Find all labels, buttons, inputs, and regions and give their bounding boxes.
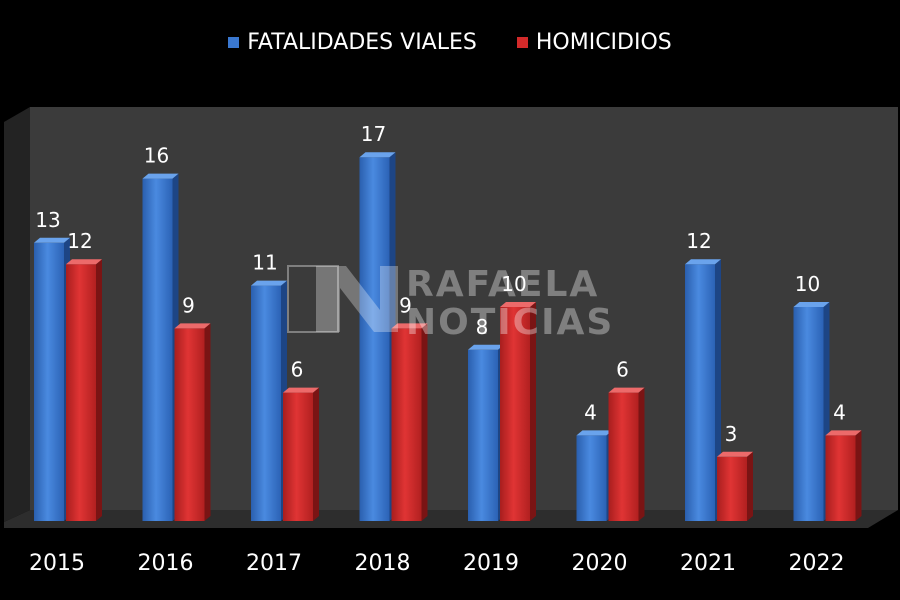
bar-top-fatalidades-2021	[685, 259, 721, 265]
data-label-homicidios-2021: 3	[725, 422, 738, 446]
bar-fatalidades-2019	[468, 349, 498, 521]
bar-top-homicidios-2019	[500, 302, 536, 307]
bar-homicidios-2015	[66, 264, 96, 521]
data-label-homicidios-2019: 10	[501, 272, 526, 296]
data-label-fatalidades-2015: 13	[35, 208, 60, 232]
bar-fatalidades-2022	[793, 307, 824, 521]
x-tick-2018: 2018	[355, 551, 411, 576]
bar-homicidios-2021	[717, 456, 747, 521]
bar-side-homicidios-2016	[204, 323, 211, 521]
bar-top-fatalidades-2022	[793, 302, 830, 307]
chart-side-wall	[4, 107, 30, 522]
x-axis-ticks: 2015 2016 2017 2018 2019 2020 2021 2022	[29, 551, 845, 576]
bar-fatalidades-2016	[142, 178, 173, 521]
data-label-fatalidades-2020: 4	[584, 400, 597, 424]
bar-top-homicidios-2017	[283, 387, 319, 393]
bar-side-homicidios-2015	[96, 259, 102, 521]
bar-top-fatalidades-2019	[468, 344, 504, 350]
watermark-line2: NOTICIAS	[406, 302, 614, 343]
bar-fatalidades-2017	[251, 285, 281, 521]
data-label-fatalidades-2016: 16	[144, 144, 169, 168]
bar-homicidios-2019	[500, 307, 530, 521]
x-tick-2020: 2020	[572, 551, 628, 576]
x-tick-2017: 2017	[246, 551, 302, 576]
bar-side-homicidios-2020	[638, 387, 645, 521]
data-label-homicidios-2016: 9	[182, 293, 195, 317]
data-label-homicidios-2015: 12	[67, 229, 92, 253]
data-label-homicidios-2017: 6	[291, 358, 304, 382]
watermark-frame	[287, 265, 339, 333]
legend-swatch-blue	[228, 36, 240, 48]
data-label-fatalidades-2017: 11	[252, 251, 277, 275]
legend-swatch-red	[516, 36, 528, 48]
chart-back-wall	[30, 107, 898, 510]
chart-floor	[4, 510, 898, 528]
bar-top-homicidios-2016	[174, 323, 211, 329]
bar-fatalidades-2021	[685, 264, 715, 521]
bar-top-homicidios-2018	[391, 323, 428, 329]
bar-side-homicidios-2021	[747, 451, 753, 521]
data-label-fatalidades-2021: 12	[686, 229, 711, 253]
chart-legend: FATALIDADES VIALES HOMICIDIOS	[0, 28, 900, 56]
bar-top-fatalidades-2018	[359, 152, 396, 158]
bar-homicidios-2022	[825, 435, 856, 521]
data-label-homicidios-2020: 6	[616, 358, 629, 382]
x-tick-2019: 2019	[463, 551, 519, 576]
legend-item-fatalidades: FATALIDADES VIALES	[228, 30, 477, 55]
legend-item-homicidios: HOMICIDIOS	[516, 29, 672, 55]
bar-fatalidades-2020	[576, 435, 607, 521]
data-label-fatalidades-2022: 10	[795, 272, 820, 296]
bar-top-homicidios-2022	[825, 430, 862, 436]
data-label-fatalidades-2019: 8	[476, 315, 489, 339]
data-label-fatalidades-2018: 17	[361, 122, 386, 146]
bar-top-homicidios-2015	[66, 259, 102, 265]
bar-side-homicidios-2022	[855, 430, 862, 521]
legend-label-fatalidades: FATALIDADES VIALES	[247, 29, 477, 55]
x-tick-2022: 2022	[789, 551, 845, 576]
bar-top-homicidios-2020	[608, 387, 645, 393]
x-tick-2015: 2015	[29, 551, 85, 576]
bar-homicidios-2020	[608, 392, 639, 521]
bar-side-homicidios-2017	[313, 387, 319, 521]
x-tick-2016: 2016	[138, 551, 194, 576]
bar-fatalidades-2015	[34, 242, 64, 522]
data-label-homicidios-2018: 9	[399, 293, 412, 317]
bar-top-homicidios-2021	[717, 451, 753, 457]
bar-fatalidades-2018	[359, 157, 390, 521]
bar-top-fatalidades-2017	[251, 280, 287, 286]
bar-top-fatalidades-2015	[34, 237, 70, 243]
x-tick-2021: 2021	[680, 551, 736, 576]
bar-side-homicidios-2019	[530, 302, 536, 521]
bar-homicidios-2017	[283, 392, 313, 521]
bar-top-fatalidades-2020	[576, 430, 613, 436]
legend-label-homicidios: HOMICIDIOS	[535, 29, 672, 55]
bar-side-homicidios-2018	[421, 323, 428, 521]
watermark-line1: RAFAELA	[406, 264, 599, 305]
bar-homicidios-2018	[391, 328, 422, 521]
watermark-logo: RAFAELA NOTICIAS	[287, 264, 614, 343]
bar-homicidios-2016	[174, 328, 205, 521]
data-label-homicidios-2022: 4	[833, 400, 846, 424]
bar-top-fatalidades-2016	[142, 173, 179, 179]
watermark-n-mark	[316, 266, 398, 332]
